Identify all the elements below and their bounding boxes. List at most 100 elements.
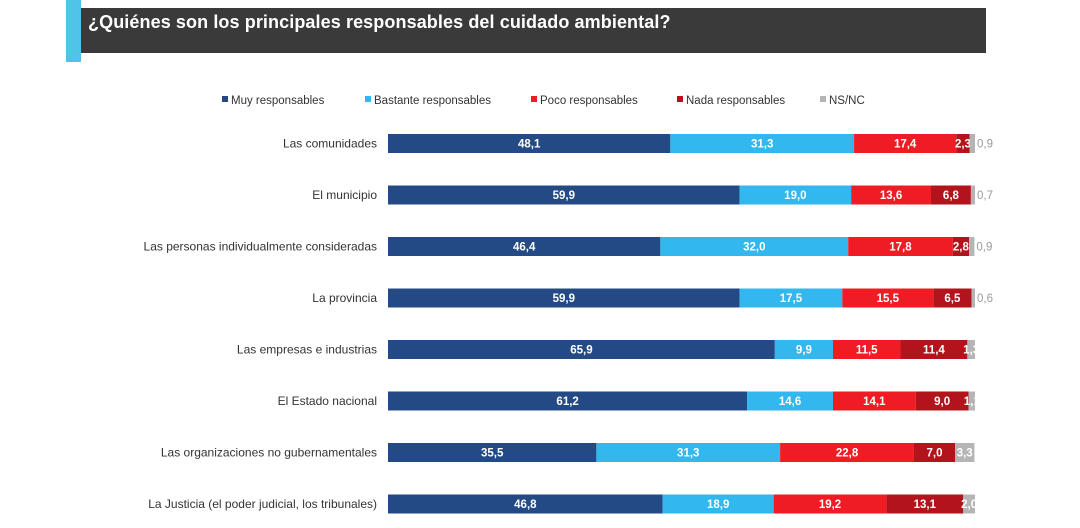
- bar-segment-nada-responsables: [886, 494, 964, 514]
- data-label-muy-responsables: 35,5: [481, 448, 504, 460]
- data-label-bastante-responsables: 31,3: [677, 448, 699, 460]
- data-label-nada-responsables: 13,1: [914, 499, 937, 511]
- data-label-muy-responsables: 59,9: [553, 190, 575, 202]
- legend-label-ns-nc: NS/NC: [829, 95, 865, 107]
- data-label-poco-responsables: 22,8: [836, 448, 859, 460]
- title-accent: [66, 0, 81, 62]
- data-label-ns-nc: 0,9: [976, 242, 992, 254]
- chart-title: ¿Quiénes son los principales responsable…: [88, 12, 671, 32]
- data-label-bastante-responsables: 18,9: [707, 499, 729, 511]
- data-label-nada-responsables: 7,0: [926, 448, 942, 460]
- data-label-poco-responsables: 13,6: [880, 190, 902, 202]
- data-label-ns-nc: 0,7: [977, 190, 993, 202]
- legend-swatch-poco-responsables: [531, 96, 537, 102]
- bar-segment-bastante-responsables: [747, 391, 833, 411]
- data-label-nada-responsables: 11,4: [923, 345, 945, 357]
- data-label-bastante-responsables: 31,3: [751, 139, 773, 151]
- bar-segment-muy-responsables: [388, 391, 748, 411]
- bar-segment-muy-responsables: [388, 237, 661, 256]
- category-label: Las comunidades: [283, 137, 377, 151]
- legend-label-bastante-responsables: Bastante responsables: [374, 95, 491, 107]
- data-label-nada-responsables: 2,8: [953, 242, 970, 254]
- legend-label-nada-responsables: Nada responsables: [686, 95, 785, 107]
- data-label-bastante-responsables: 32,0: [743, 242, 765, 254]
- bar-segment-poco-responsables: [854, 134, 957, 153]
- data-label-ns-nc: 1,1: [964, 396, 981, 408]
- data-label-nada-responsables: 9,0: [934, 396, 950, 408]
- title-bar: [66, 8, 986, 53]
- legend-swatch-bastante-responsables: [365, 96, 371, 102]
- data-label-ns-nc: 0,9: [977, 139, 993, 151]
- bar-segment-muy-responsables: [388, 288, 740, 308]
- bar-segment-poco-responsables: [848, 237, 953, 256]
- data-label-bastante-responsables: 17,5: [780, 293, 803, 305]
- bar-segment-bastante-responsables: [739, 288, 843, 308]
- data-label-bastante-responsables: 14,6: [779, 396, 801, 408]
- bar-segment-muy-responsables: [388, 494, 663, 514]
- category-label: El Estado nacional: [278, 394, 377, 408]
- bar-segment-poco-responsables: [773, 494, 887, 514]
- bar-segment-muy-responsables: [388, 443, 597, 462]
- data-label-muy-responsables: 59,9: [553, 293, 575, 305]
- bar-segment-muy-responsables: [388, 134, 671, 153]
- data-label-poco-responsables: 11,5: [856, 345, 878, 357]
- category-label: La Justicia (el poder judicial, los trib…: [148, 497, 377, 511]
- bar-segment-nada-responsables: [956, 134, 970, 153]
- data-label-bastante-responsables: 9,9: [796, 345, 812, 357]
- category-label: La provincia: [312, 291, 377, 305]
- data-label-muy-responsables: 65,9: [570, 345, 592, 357]
- category-label: Las organizaciones no gubernamentales: [161, 446, 377, 460]
- category-label: El municipio: [312, 188, 377, 202]
- bar-segment-bastante-responsables: [596, 443, 781, 462]
- bar-segment-poco-responsables: [832, 340, 901, 359]
- bar-segment-bastante-responsables: [662, 494, 774, 514]
- bar-segment-ns-nc: [955, 443, 975, 462]
- bar-segment-poco-responsables: [842, 288, 934, 308]
- bar-segment-nada-responsables: [952, 237, 970, 256]
- data-label-poco-responsables: 19,2: [819, 499, 841, 511]
- bar-segment-nada-responsables: [933, 288, 972, 308]
- legend-swatch-ns-nc: [820, 96, 826, 102]
- bar-segment-bastante-responsables: [739, 185, 852, 205]
- bar-segment-ns-nc: [969, 134, 975, 153]
- bar-segment-ns-nc: [963, 494, 975, 514]
- bar-segment-nada-responsables: [915, 391, 969, 411]
- data-label-ns-nc: 1,3: [963, 345, 979, 357]
- bar-segment-ns-nc: [969, 237, 975, 256]
- bar-segment-nada-responsables: [930, 185, 971, 205]
- bar-segment-nada-responsables: [900, 340, 968, 359]
- bar-segment-ns-nc: [970, 185, 975, 205]
- bar-segment-muy-responsables: [388, 185, 740, 205]
- legend-swatch-nada-responsables: [677, 96, 683, 102]
- bar-segment-bastante-responsables: [670, 134, 855, 153]
- bar-segment-ns-nc: [971, 288, 975, 308]
- data-label-ns-nc: 2,0: [961, 499, 977, 511]
- bar-segment-ns-nc: [967, 340, 975, 359]
- data-label-muy-responsables: 46,8: [514, 499, 537, 511]
- data-label-muy-responsables: 61,2: [556, 396, 578, 408]
- data-label-poco-responsables: 15,5: [877, 293, 900, 305]
- bar-segment-ns-nc: [968, 391, 975, 411]
- data-label-bastante-responsables: 19,0: [784, 190, 806, 202]
- legend-label-muy-responsables: Muy responsables: [231, 95, 325, 107]
- bar-segment-bastante-responsables: [774, 340, 833, 359]
- bar-segment-poco-responsables: [851, 185, 931, 205]
- category-label: Las empresas e industrias: [237, 343, 377, 357]
- legend-label-poco-responsables: Poco responsables: [540, 95, 638, 107]
- bar-segment-poco-responsables: [780, 443, 914, 462]
- data-label-muy-responsables: 48,1: [518, 139, 541, 151]
- legend-swatch-muy-responsables: [222, 96, 228, 102]
- data-label-poco-responsables: 17,8: [889, 242, 912, 254]
- bar-segment-muy-responsables: [388, 340, 775, 359]
- data-label-muy-responsables: 46,4: [513, 242, 536, 254]
- data-label-ns-nc: 0,6: [977, 293, 993, 305]
- data-label-ns-nc: 3,3: [957, 448, 973, 460]
- bar-segment-bastante-responsables: [660, 237, 849, 256]
- data-label-nada-responsables: 6,8: [943, 190, 960, 202]
- data-label-nada-responsables: 6,5: [944, 293, 961, 305]
- bar-segment-nada-responsables: [913, 443, 956, 462]
- data-label-nada-responsables: 2,3: [955, 139, 971, 151]
- data-label-poco-responsables: 17,4: [894, 139, 917, 151]
- data-label-poco-responsables: 14,1: [863, 396, 886, 408]
